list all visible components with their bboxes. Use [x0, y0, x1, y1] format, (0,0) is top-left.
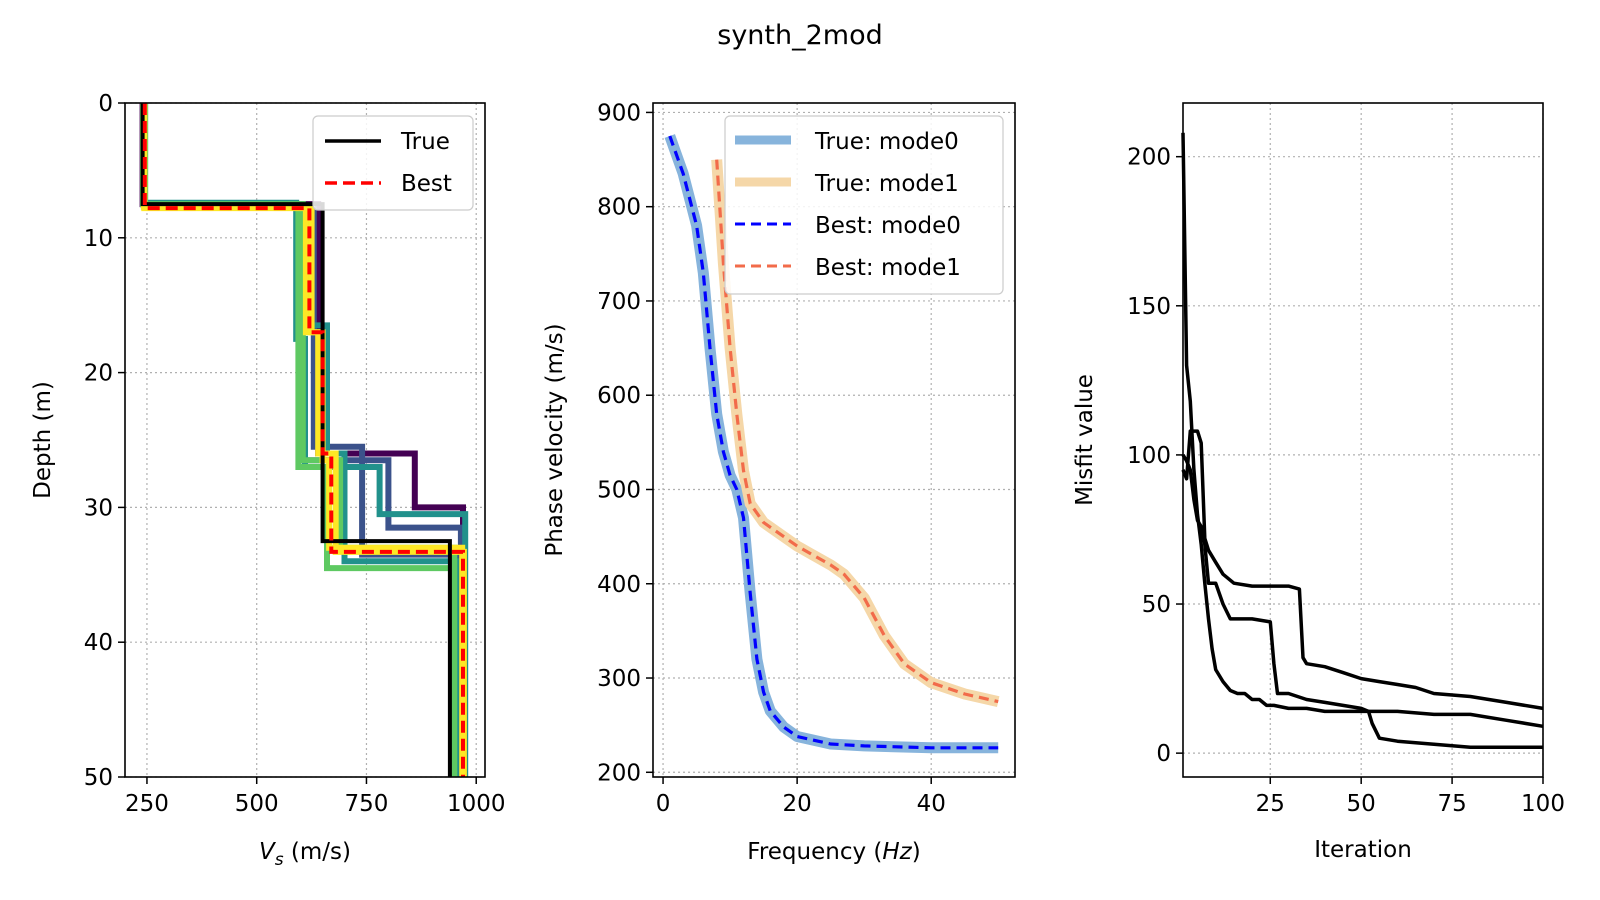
x-tick-label: 250 [125, 791, 169, 817]
series-best [142, 103, 465, 777]
legend: True: mode0 True: mode1 Best: mode0 Best… [724, 115, 1004, 295]
legend-entry: True: mode1 [814, 171, 959, 197]
y-tick-label: 0 [98, 91, 113, 117]
x-axis-label: Iteration [1314, 837, 1412, 863]
y-tick-label: 500 [597, 477, 641, 503]
y-tick-label: 300 [597, 666, 641, 692]
y-tick-label: 700 [597, 289, 641, 315]
y-tick-label: 20 [84, 361, 113, 387]
y-axis-label: Misfit value [1072, 374, 1098, 506]
y-tick-label: 150 [1127, 294, 1171, 320]
misfit-curve-1 [1181, 453, 1543, 749]
y-tick-label: 400 [597, 572, 641, 598]
ticks: 25 50 75 100 0 50 100 150 200 [1127, 145, 1565, 817]
y-tick-label: 0 [1156, 741, 1171, 767]
series-lines [140, 103, 465, 777]
grid [1183, 103, 1544, 777]
series-best-mode1 [715, 159, 999, 704]
misfit-panel: 25 50 75 100 0 50 100 150 200 Iteration Misfit v… [1072, 102, 1565, 863]
axes-frame [652, 102, 1016, 778]
x-tick-label: 1000 [447, 791, 506, 817]
y-tick-label: 100 [1127, 443, 1171, 469]
x-tick-label: 40 [917, 791, 946, 817]
y-tick-label: 200 [1127, 145, 1171, 171]
x-tick-label: 0 [656, 791, 671, 817]
series-best-mode0 [668, 135, 999, 750]
series-true [140, 103, 452, 777]
legend-entry: Best: mode1 [815, 255, 961, 281]
y-tick-label: 50 [1142, 592, 1171, 618]
series-lines [664, 134, 1000, 754]
x-tick-label: 750 [345, 791, 389, 817]
ticks: 250 500 750 1000 0 10 20 30 40 50 [84, 91, 506, 817]
ticks: 0 20 40 200 300 400 500 600 700 800 900 [597, 100, 946, 817]
dispersion-panel: 0 20 40 200 300 400 500 600 700 800 900 Frequency … [542, 100, 1016, 865]
misfit-curve-0 [1181, 132, 1544, 729]
axes-frame [1182, 102, 1544, 778]
x-tick-label: 25 [1256, 791, 1285, 817]
x-tick-label: 20 [782, 791, 811, 817]
x-tick-label: 75 [1437, 791, 1466, 817]
legend-entry: True [400, 129, 450, 155]
velocity-profile-panel: 250 500 750 1000 0 10 20 30 40 50 Vs (m/s) Depth … [30, 91, 505, 870]
legend-entry: True: mode0 [814, 129, 959, 155]
y-axis-label: Depth (m) [30, 381, 56, 499]
y-tick-label: 40 [84, 630, 113, 656]
y-tick-label: 200 [597, 760, 641, 786]
series-lines [1181, 132, 1544, 749]
y-axis-label: Phase velocity (m/s) [542, 323, 568, 556]
y-tick-label: 10 [84, 226, 113, 252]
x-tick-label: 100 [1521, 791, 1565, 817]
x-axis-label: Vs (m/s) [259, 839, 351, 870]
y-tick-label: 50 [84, 765, 113, 791]
figure-title: synth_2mod [717, 20, 883, 51]
axes-frame [124, 102, 486, 778]
legend: True Best [312, 115, 474, 211]
x-tick-label: 500 [235, 791, 279, 817]
x-tick-label: 50 [1347, 791, 1376, 817]
y-tick-label: 600 [597, 383, 641, 409]
y-tick-label: 800 [597, 195, 641, 221]
y-tick-label: 900 [597, 100, 641, 126]
legend-entry: Best [401, 171, 452, 197]
legend-entry: Best: mode0 [815, 213, 961, 239]
y-tick-label: 30 [84, 495, 113, 521]
misfit-curve-2 [1181, 429, 1544, 711]
x-axis-label: Frequency (Hz) [747, 839, 920, 865]
